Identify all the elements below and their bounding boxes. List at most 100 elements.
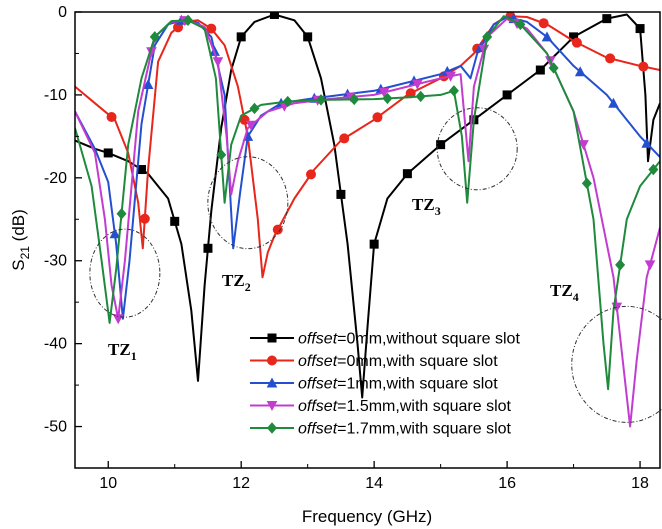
legend-swatch-marker: [267, 355, 277, 366]
x-axis-title: Frequency (GHz): [302, 507, 432, 526]
y-tick-label--20: -20: [44, 170, 67, 187]
x-tick-label-16: 16: [498, 475, 516, 492]
series-4-point: [578, 140, 589, 151]
series-1-point: [535, 65, 545, 75]
series-5-point: [382, 92, 393, 105]
tz1-circle: [89, 228, 161, 318]
x-tick-label-14: 14: [365, 475, 383, 492]
y-axis-title: S21 (dB): [9, 209, 32, 271]
y-tick-label--10: -10: [44, 87, 67, 104]
series-1-point: [236, 32, 246, 42]
legend-label-2: offset=0mm,with square slot: [298, 353, 498, 370]
series-1-point: [402, 169, 412, 179]
legend-swatch-marker: [266, 401, 278, 411]
legend-entry-2: offset=0mm,with square slot: [250, 353, 498, 370]
legend-label-1: offset=0mm,without square slot: [298, 331, 520, 348]
series-2-point: [272, 224, 283, 235]
annotation-circles: [89, 107, 662, 423]
series-1-point: [436, 140, 446, 150]
series-5-point: [448, 85, 459, 97]
series-5-point: [615, 259, 626, 271]
tz4-circle: [571, 305, 662, 423]
series-4-point: [146, 47, 157, 58]
y-tick-label-0: 0: [58, 4, 67, 21]
series-1-point: [269, 12, 279, 19]
series-3-point: [109, 228, 121, 239]
series-5-point: [315, 94, 326, 106]
series-5-point: [149, 31, 160, 43]
series-1-point: [170, 216, 180, 226]
series-3-point: [641, 137, 653, 148]
series-4-point: [378, 87, 390, 98]
series-4-point: [445, 71, 456, 82]
series-2-point: [372, 112, 383, 123]
y-axis-title-sub: 21: [18, 246, 32, 260]
axis-ticks: 10 12 14 16 18 0 -10 -20 -30 -40 -50: [44, 4, 649, 492]
series-2-point: [638, 61, 649, 72]
series-2-point: [339, 133, 350, 144]
series-5-point: [581, 177, 592, 190]
series-2-point: [405, 88, 416, 99]
legend-label-4: offset=1.5mm,with square slot: [298, 398, 512, 415]
series-5-point: [216, 149, 227, 161]
series-1-point: [602, 14, 612, 24]
tz3-circle: [436, 107, 518, 191]
legend-label-5: offset=1.7mm,with square slot: [298, 421, 512, 438]
series-1-point: [369, 239, 379, 249]
legend-entry-5: offset=1.7mm,with square slot: [250, 421, 512, 438]
series-5-point: [116, 208, 127, 220]
annotation-tz2: TZ2: [222, 271, 251, 294]
series-2-point: [571, 37, 582, 48]
annotation-tz1: TZ1: [108, 340, 137, 363]
legend-entry-1: offset=0mm,without square slot: [250, 331, 520, 348]
y-axis-title-suffix: (dB): [9, 209, 28, 246]
y-tick-label--50: -50: [44, 419, 67, 436]
series-1-line: [75, 13, 660, 399]
series-5-point: [648, 163, 659, 176]
legend-label-3: offset=1mm,with square slot: [298, 376, 498, 393]
y-axis-title-base: S: [9, 259, 28, 270]
series-5-point: [548, 62, 559, 74]
series-1-point: [635, 24, 645, 34]
series-1-point: [203, 243, 213, 253]
series-5-point: [183, 14, 194, 26]
annotation-tz4: TZ4: [550, 281, 579, 304]
series-2-point: [173, 22, 184, 33]
series-layer: [75, 12, 660, 428]
series-3-point: [608, 97, 619, 108]
plot-frame: [74, 11, 661, 469]
y-tick-label--40: -40: [44, 336, 67, 353]
series-4-point: [644, 260, 656, 271]
series-5-point: [349, 93, 360, 106]
series-5-point: [515, 18, 526, 31]
legend-swatch-marker: [267, 422, 277, 434]
series-5-point: [482, 31, 493, 43]
series-2-point: [305, 169, 316, 180]
series-5-line: [75, 15, 660, 391]
series-1-point: [569, 32, 579, 42]
series-4-point: [412, 79, 423, 90]
series-2-point: [605, 53, 616, 64]
annotation-tz3: TZ3: [412, 195, 441, 218]
series-2-point: [538, 18, 549, 29]
series-1-point: [136, 165, 146, 175]
series-1-point: [303, 32, 313, 42]
y-tick-label--30: -30: [44, 253, 67, 270]
series-3-point: [574, 66, 586, 77]
series-5: [75, 14, 660, 391]
x-tick-label-18: 18: [631, 475, 649, 492]
legend-entry-3: offset=1mm,with square slot: [250, 376, 498, 393]
series-5-point: [282, 95, 293, 108]
series-2-point: [206, 23, 217, 34]
series-5-point: [415, 90, 426, 103]
tz2-circle: [207, 156, 289, 250]
series-4-point: [245, 120, 257, 131]
series-1: [75, 12, 660, 399]
series-3-point: [541, 31, 553, 42]
series-5-point: [249, 102, 260, 115]
series-1-point: [103, 148, 113, 158]
legend-entry-4: offset=1.5mm,with square slot: [250, 398, 512, 415]
series-2-point: [106, 112, 117, 123]
